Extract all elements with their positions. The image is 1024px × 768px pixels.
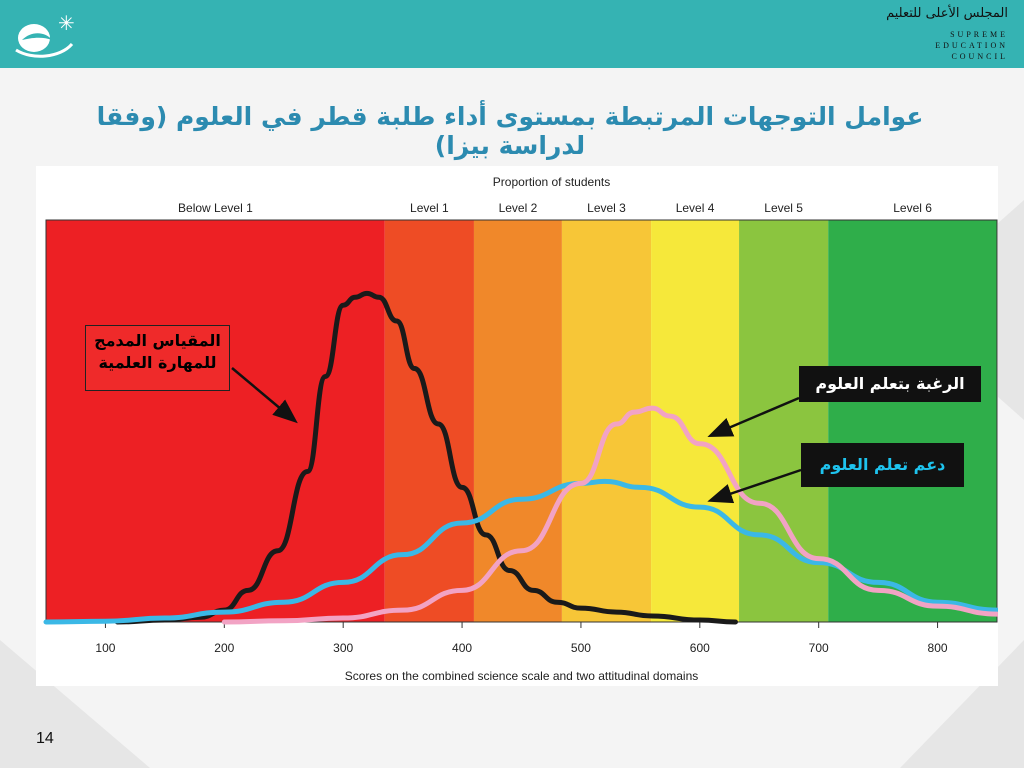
x-tick-label: 600 <box>690 641 710 655</box>
org-name-english-line: SUPREME <box>950 30 1008 39</box>
level-band <box>46 220 385 622</box>
x-tick-label: 300 <box>333 641 353 655</box>
x-tick-label: 500 <box>571 641 591 655</box>
series-line-2 <box>43 478 998 625</box>
x-axis-label: Scores on the combined science scale and… <box>345 669 699 683</box>
callout-science-skill: المقياس المدمج للمهارة العلمية <box>85 325 230 391</box>
level-band <box>384 220 474 622</box>
svg-text:✳: ✳ <box>58 11 75 35</box>
x-tick-label: 400 <box>452 641 472 655</box>
level-band <box>828 220 997 622</box>
level-band-label: Level 3 <box>587 201 626 215</box>
chart: Proportion of students Below Level 1 Level… <box>43 175 998 683</box>
chart-panel: Proportion of students Below Level 1 Level… <box>36 166 998 686</box>
level-band <box>651 220 740 622</box>
plot-frame <box>45 219 998 623</box>
series-line-3 <box>221 405 998 625</box>
slide-title: عوامل التوجهات المرتبطة بمستوى أداء طلبة… <box>96 102 924 160</box>
level-band <box>561 220 652 622</box>
x-tick-label: 200 <box>214 641 234 655</box>
level-band-label: Below Level 1 <box>178 201 253 215</box>
callout-desire-to-learn: الرغبة بتعلم العلوم <box>799 366 981 402</box>
level-band <box>473 220 562 622</box>
x-tick-label: 800 <box>928 641 948 655</box>
callout-support-learning: دعم تعلم العلوم <box>801 443 964 487</box>
level-band-label: Level 6 <box>893 201 932 215</box>
org-name-arabic: المجلس الأعلى للتعليم <box>886 6 1008 21</box>
level-band-label: Level 2 <box>499 201 538 215</box>
org-name-english-line: EDUCATION <box>935 41 1008 50</box>
chart-title: Proportion of students <box>493 175 610 189</box>
callout-line: المقياس المدمج <box>94 331 221 350</box>
series-line-1 <box>114 290 738 625</box>
header-bar: ✳ المجلس الأعلى للتعليم SUPREME EDUCATIO… <box>0 0 1024 68</box>
callout-line: للمهارة العلمية <box>98 353 217 372</box>
x-tick-label: 700 <box>809 641 829 655</box>
x-tick-label: 100 <box>95 641 115 655</box>
page-number: 14 <box>36 730 54 747</box>
org-name-english-line: COUNCIL <box>951 52 1008 61</box>
level-band-label: Level 1 <box>410 201 449 215</box>
level-band-label: Level 5 <box>764 201 803 215</box>
level-band-label: Level 4 <box>676 201 715 215</box>
council-logo: ✳ <box>15 11 75 58</box>
